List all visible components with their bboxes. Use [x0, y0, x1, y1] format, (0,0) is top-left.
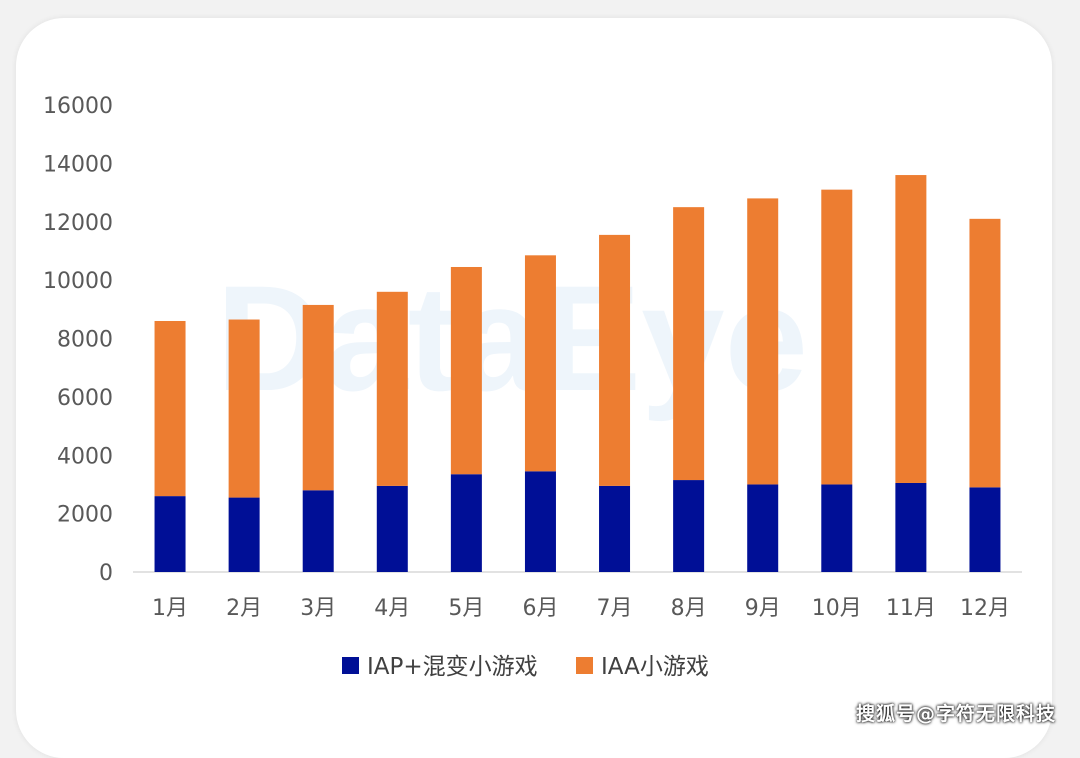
x-axis: 1月 2月 3月 4月 5月 6月 7月 8月 9月 10月 11月 12月 — [152, 596, 1010, 621]
bar-iaa-segment — [969, 219, 1000, 488]
x-tick-label: 12月 — [960, 596, 1010, 621]
bar-iap-segment — [303, 490, 334, 572]
bar-iap-segment — [155, 496, 186, 572]
x-tick-label: 4月 — [374, 596, 410, 621]
bar-iap-segment — [451, 474, 482, 572]
y-tick-label: 8000 — [57, 328, 113, 353]
y-tick-label: 14000 — [43, 152, 113, 177]
bar-iaa-segment — [451, 267, 482, 474]
y-tick-label: 0 — [99, 561, 113, 586]
y-tick-label: 6000 — [57, 386, 113, 411]
bar-iap-segment — [747, 484, 778, 572]
x-tick-label: 9月 — [745, 596, 781, 621]
bar-iaa-segment — [155, 321, 186, 496]
stacked-bar-chart: DataEye 02000400060008000100001200014000… — [0, 0, 1080, 736]
legend-label: IAP+混变小游戏 — [367, 654, 538, 680]
bar-iap-segment — [821, 484, 852, 572]
bar-iap-segment — [895, 483, 926, 572]
bar-iaa-segment — [821, 190, 852, 485]
legend-swatch — [342, 657, 359, 674]
bar-iap-segment — [599, 486, 630, 572]
bar-iaa-segment — [599, 235, 630, 486]
x-tick-label: 11月 — [886, 596, 936, 621]
bar-iaa-segment — [895, 175, 926, 483]
bar-iap-segment — [969, 487, 1000, 572]
legend-swatch — [576, 657, 593, 674]
y-tick-label: 10000 — [43, 269, 113, 294]
y-tick-label: 2000 — [57, 503, 113, 528]
y-tick-label: 12000 — [43, 211, 113, 236]
x-tick-label: 1月 — [152, 596, 188, 621]
y-axis: 0 2000 4000 6000 8000 10000 12000 14000 16000 — [43, 94, 113, 586]
x-tick-label: 8月 — [671, 596, 707, 621]
source-watermark: 搜狐号@字符无限科技 — [856, 699, 1056, 726]
bar-iap-segment — [525, 471, 556, 572]
x-tick-label: 7月 — [597, 596, 633, 621]
x-tick-label: 5月 — [448, 596, 484, 621]
bar-iaa-segment — [377, 292, 408, 486]
bar-iap-segment — [377, 486, 408, 572]
bar-iaa-segment — [229, 320, 260, 498]
bar-iaa-segment — [673, 207, 704, 480]
x-tick-label: 2月 — [226, 596, 262, 621]
bar-iap-segment — [229, 498, 260, 572]
x-tick-label: 6月 — [522, 596, 558, 621]
bar-iaa-segment — [747, 198, 778, 484]
y-tick-label: 4000 — [57, 444, 113, 469]
bar-iap-segment — [673, 480, 704, 572]
bar-iaa-segment — [303, 305, 334, 490]
legend: IAP+混变小游戏 IAA小游戏 — [342, 654, 709, 680]
y-tick-label: 16000 — [43, 94, 113, 119]
x-tick-label: 10月 — [812, 596, 862, 621]
bar-iaa-segment — [525, 255, 556, 471]
legend-label: IAA小游戏 — [601, 654, 709, 680]
x-tick-label: 3月 — [300, 596, 336, 621]
